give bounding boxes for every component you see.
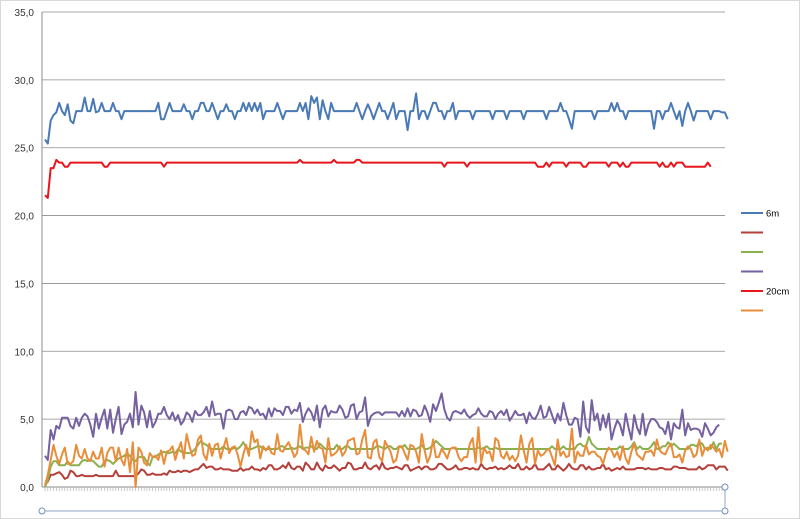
series-line-5: [44, 158, 712, 199]
gridlines: [42, 11, 725, 420]
resize-handle[interactable]: [721, 507, 729, 515]
legend-label-1: 6m: [766, 209, 779, 220]
y-tick-label: 10,0: [15, 347, 35, 358]
y-tick-label: 5,0: [20, 415, 34, 426]
y-tick-label: 30,0: [15, 76, 35, 87]
y-tick-label: 25,0: [15, 144, 35, 155]
axes: [41, 12, 725, 491]
series-line-4: [44, 391, 720, 461]
y-tick-label: 20,0: [15, 212, 35, 223]
series-line-1: [44, 92, 729, 145]
y-tick-label: 0,0: [20, 483, 34, 494]
y-tick-label: 35,0: [15, 8, 35, 19]
legend: 6m 20cm: [741, 209, 789, 312]
series-line-6: [44, 423, 729, 488]
resize-handle[interactable]: [721, 483, 729, 491]
series-lines: [44, 92, 729, 488]
resize-handle[interactable]: [38, 507, 46, 515]
legend-label-5: 20cm: [766, 287, 789, 298]
y-axis-tick-labels: 0,0 5,0 10,0 15,0 20,0 25,0 30,0 35,0: [15, 8, 35, 494]
selection-handles[interactable]: [38, 483, 729, 515]
series-line-2: [44, 461, 729, 486]
y-tick-label: 15,0: [15, 279, 35, 290]
